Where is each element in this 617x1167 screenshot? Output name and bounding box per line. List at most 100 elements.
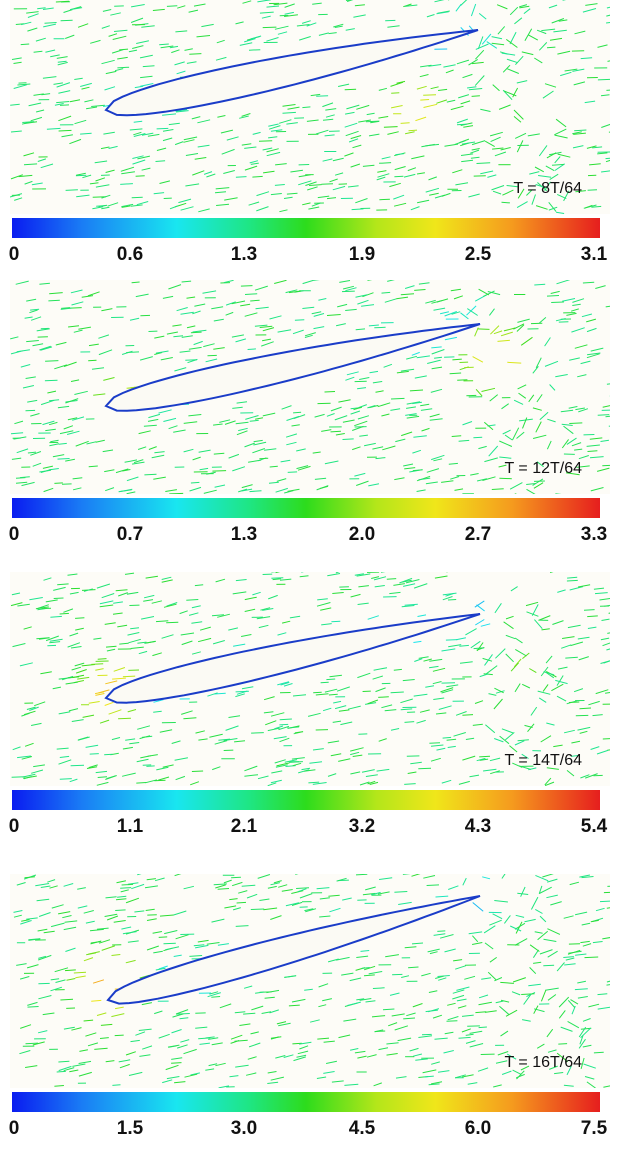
velocity-vector xyxy=(263,711,274,714)
velocity-vector xyxy=(403,1017,416,1020)
velocity-vector xyxy=(281,889,293,892)
velocity-vector xyxy=(429,665,439,669)
velocity-vector xyxy=(584,956,599,959)
velocity-vector xyxy=(203,171,213,175)
velocity-vector xyxy=(67,642,81,648)
velocity-vector xyxy=(424,1075,434,1078)
velocity-vector xyxy=(189,955,203,957)
velocity-vector xyxy=(566,1065,572,1076)
velocity-vector xyxy=(76,172,86,176)
velocity-vector xyxy=(289,615,301,619)
velocity-vector xyxy=(490,770,500,775)
velocity-vector xyxy=(112,35,127,40)
velocity-vector xyxy=(88,343,99,347)
velocity-vector xyxy=(602,405,610,408)
velocity-vector xyxy=(514,637,523,644)
velocity-vector xyxy=(152,652,162,657)
velocity-vector xyxy=(524,28,533,41)
velocity-vector xyxy=(350,163,361,168)
velocity-vector xyxy=(153,950,163,954)
velocity-vector xyxy=(352,144,362,149)
velocity-vector xyxy=(77,676,90,680)
tick-label: 2.1 xyxy=(230,816,258,837)
velocity-vector xyxy=(536,1043,545,1049)
velocity-vector xyxy=(557,666,568,670)
velocity-vector xyxy=(342,419,355,423)
velocity-vector xyxy=(232,907,241,911)
velocity-vector xyxy=(274,759,286,764)
velocity-vector xyxy=(107,202,119,207)
velocity-vector xyxy=(565,957,575,961)
velocity-vector xyxy=(335,572,340,574)
tick-label: 1.1 xyxy=(116,816,144,837)
velocity-vector xyxy=(312,782,327,785)
velocity-vector xyxy=(583,609,595,611)
velocity-vector xyxy=(376,176,386,181)
velocity-vector xyxy=(296,24,310,27)
velocity-vector xyxy=(309,1019,320,1023)
velocity-vector xyxy=(12,643,26,648)
velocity-vector xyxy=(535,908,543,914)
velocity-vector xyxy=(450,476,460,480)
velocity-vector xyxy=(603,1085,610,1088)
velocity-vector xyxy=(372,446,384,450)
velocity-vector xyxy=(608,612,610,614)
velocity-vector xyxy=(141,132,154,136)
velocity-vector xyxy=(557,153,571,158)
velocity-vector xyxy=(161,576,172,580)
velocity-vector xyxy=(130,646,144,649)
velocity-vector xyxy=(235,693,245,698)
velocity-vector xyxy=(80,82,92,87)
velocity-vector xyxy=(589,163,601,166)
velocity-vector xyxy=(421,427,430,432)
velocity-vector xyxy=(606,984,610,986)
velocity-vector xyxy=(514,740,525,746)
velocity-vector xyxy=(514,938,528,946)
velocity-vector xyxy=(536,29,547,35)
velocity-vector xyxy=(328,32,337,35)
velocity-vector xyxy=(506,58,518,64)
velocity-vector xyxy=(444,311,457,317)
velocity-vector xyxy=(139,356,153,361)
velocity-vector xyxy=(459,644,469,647)
velocity-vector xyxy=(478,994,489,999)
velocity-vector xyxy=(269,315,282,320)
velocity-vector xyxy=(421,143,435,148)
velocity-vector xyxy=(539,949,553,955)
velocity-vector xyxy=(121,772,136,777)
velocity-vector xyxy=(597,414,610,416)
velocity-vector xyxy=(77,887,86,890)
velocity-vector xyxy=(156,766,169,771)
velocity-vector xyxy=(521,51,534,56)
velocity-vector xyxy=(473,436,483,439)
velocity-vector xyxy=(390,397,405,400)
velocity-vector xyxy=(108,709,122,715)
velocity-vector xyxy=(592,146,603,149)
velocity-vector xyxy=(129,128,143,131)
velocity-vector xyxy=(532,365,539,374)
velocity-vector xyxy=(431,346,442,349)
velocity-vector xyxy=(56,56,68,59)
velocity-vector xyxy=(566,579,578,582)
colorbar-3 xyxy=(12,790,600,810)
velocity-vector xyxy=(405,131,415,135)
velocity-vector xyxy=(356,998,365,1001)
velocity-vector xyxy=(427,359,441,364)
velocity-vector xyxy=(179,350,191,353)
velocity-vector xyxy=(292,694,307,697)
velocity-vector xyxy=(544,777,552,786)
velocity-vector xyxy=(345,376,355,381)
velocity-vector xyxy=(281,405,292,410)
velocity-vector xyxy=(121,171,135,175)
velocity-vector xyxy=(117,895,127,898)
velocity-vector xyxy=(99,604,114,608)
velocity-vector xyxy=(492,190,502,195)
velocity-vector xyxy=(449,372,462,375)
velocity-vector xyxy=(241,884,256,887)
velocity-vector xyxy=(268,481,279,484)
velocity-vector xyxy=(398,901,412,905)
velocity-vector xyxy=(402,583,416,587)
velocity-vector xyxy=(213,423,223,426)
velocity-vector xyxy=(357,415,370,420)
velocity-vector xyxy=(354,1050,366,1054)
